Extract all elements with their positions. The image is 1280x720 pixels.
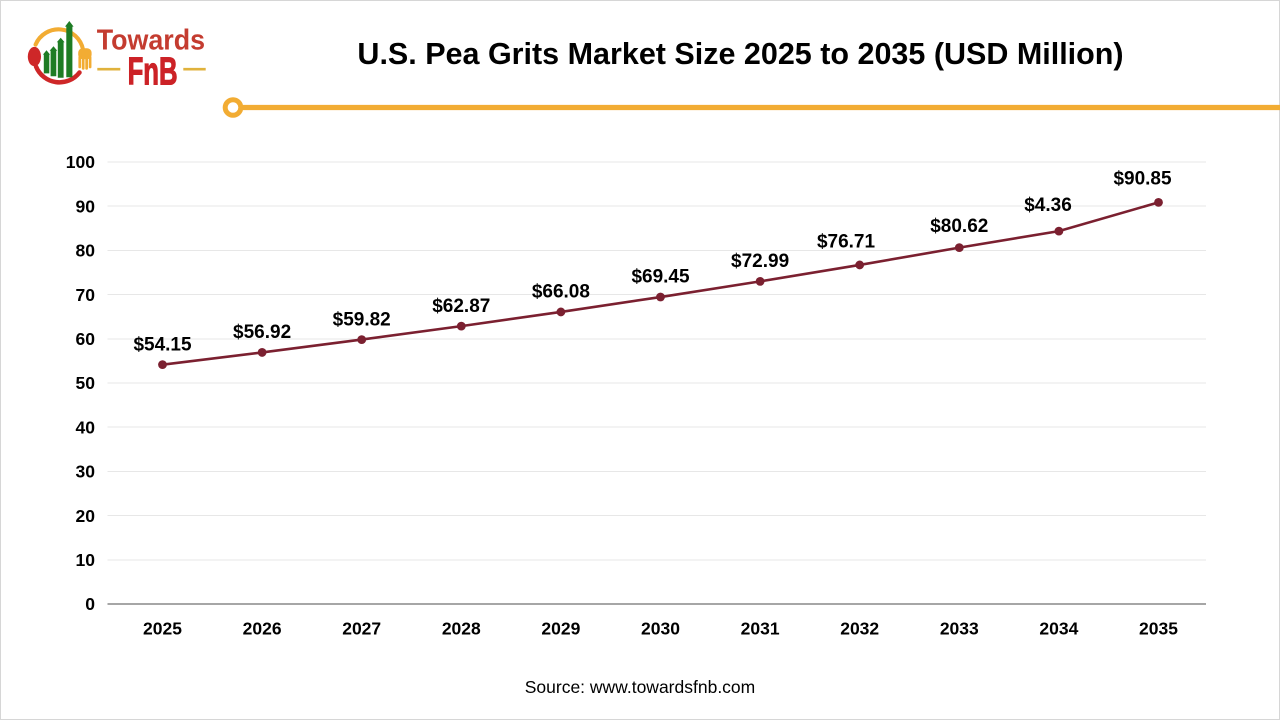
svg-text:$54.15: $54.15 [133,334,192,355]
svg-text:70: 70 [76,285,96,305]
svg-text:Towards: Towards [97,24,205,56]
svg-text:$72.99: $72.99 [731,251,789,272]
svg-text:90: 90 [76,196,96,216]
svg-text:Source: www.towardsfnb.com: Source: www.towardsfnb.com [525,677,756,697]
svg-text:50: 50 [76,373,96,393]
svg-text:2030: 2030 [641,619,680,639]
svg-text:80: 80 [76,241,96,261]
svg-text:2035: 2035 [1139,619,1178,639]
svg-text:2028: 2028 [442,619,481,639]
svg-text:0: 0 [85,594,95,614]
svg-text:2033: 2033 [940,619,979,639]
svg-text:30: 30 [76,462,96,482]
svg-text:100: 100 [66,152,95,172]
svg-text:$4.36: $4.36 [1024,195,1072,216]
svg-text:$62.87: $62.87 [432,296,490,317]
svg-text:U.S. Pea Grits Market Size 202: U.S. Pea Grits Market Size 2025 to 2035 … [357,37,1123,71]
svg-text:$90.85: $90.85 [1113,169,1172,190]
svg-text:$59.82: $59.82 [333,309,391,330]
svg-text:2034: 2034 [1039,619,1078,639]
svg-text:2025: 2025 [143,619,182,639]
svg-text:20: 20 [76,506,96,526]
svg-text:$66.08: $66.08 [532,282,590,303]
svg-text:2032: 2032 [840,619,879,639]
svg-text:$69.45: $69.45 [631,267,690,288]
svg-text:10: 10 [76,550,96,570]
svg-text:FnB: FnB [128,50,178,94]
svg-text:60: 60 [76,329,96,349]
svg-text:$76.71: $76.71 [817,232,876,253]
svg-text:2031: 2031 [741,619,780,639]
svg-text:2026: 2026 [243,619,282,639]
svg-text:40: 40 [76,417,96,437]
svg-text:2029: 2029 [541,619,580,639]
svg-text:$80.62: $80.62 [930,216,988,237]
svg-text:$56.92: $56.92 [233,322,291,343]
svg-text:2027: 2027 [342,619,381,639]
